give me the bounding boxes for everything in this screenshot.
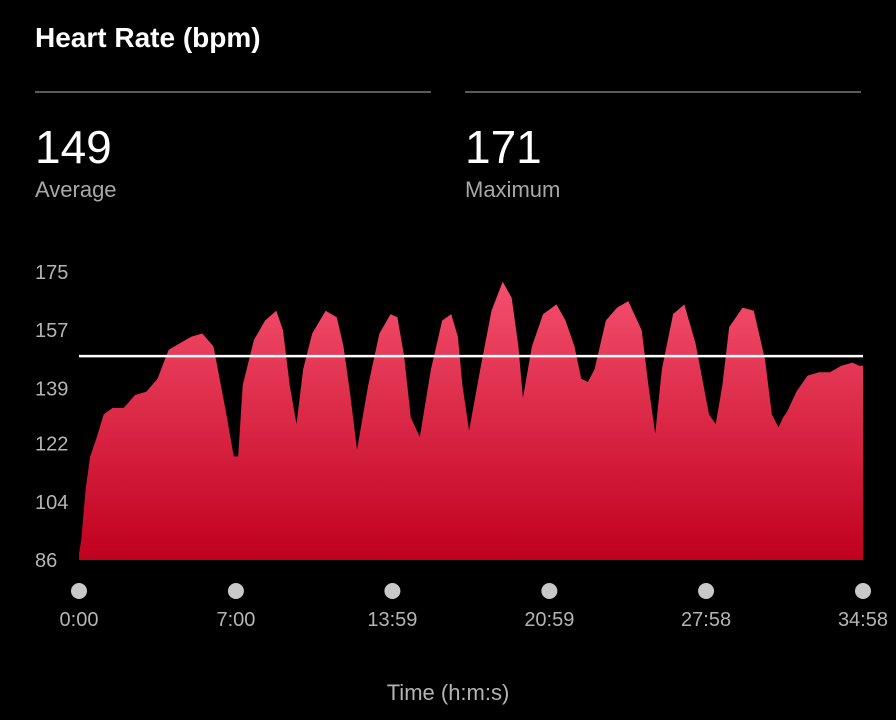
heart-rate-area	[79, 281, 863, 560]
x-tick-marker	[71, 583, 87, 599]
maximum-label: Maximum	[465, 177, 561, 202]
y-tick-label: 104	[35, 492, 68, 514]
divider-right	[465, 91, 861, 93]
x-tick-marker	[698, 583, 715, 599]
x-tick-label: 0:00	[60, 609, 99, 631]
x-tick-marker	[227, 583, 244, 599]
y-tick-label: 175	[35, 262, 68, 284]
chart-title: Heart Rate (bpm)	[35, 22, 261, 53]
heart-rate-chart: 175 157 139 122 104 86 0:00 7:00 13:59 20:59 27:5…	[35, 262, 888, 631]
x-axis-label: Time (h:m:s)	[386, 680, 510, 705]
average-value: 149	[35, 121, 112, 173]
x-tick-label: 13:59	[367, 609, 417, 631]
x-tick-marker	[541, 583, 558, 599]
maximum-value: 171	[465, 121, 542, 173]
x-tick-marker	[384, 583, 401, 599]
plot-area	[79, 281, 863, 560]
x-tick-marker	[855, 583, 871, 599]
x-tick-label: 7:00	[216, 609, 255, 631]
y-tick-label: 139	[35, 378, 68, 400]
x-tick-label: 27:58	[681, 609, 731, 631]
y-tick-label: 122	[35, 434, 68, 456]
x-tick-label: 34:58	[838, 609, 888, 631]
x-axis-ticks: 0:00 7:00 13:59 20:59 27:58 34:58	[60, 583, 888, 631]
x-tick-label: 20:59	[524, 609, 574, 631]
y-tick-label: 157	[35, 320, 68, 342]
y-tick-label: 86	[35, 550, 57, 572]
divider-left	[35, 91, 431, 93]
average-label: Average	[35, 177, 117, 202]
y-axis-ticks: 175 157 139 122 104 86	[35, 262, 68, 572]
